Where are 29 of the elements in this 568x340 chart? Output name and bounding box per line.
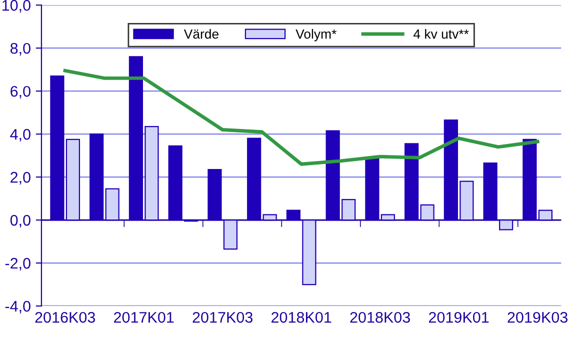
line-series: [63, 68, 540, 166]
bar: [105, 188, 120, 221]
bar: [380, 214, 395, 221]
legend-label: 4 kv utv**: [413, 29, 469, 39]
bar: [262, 214, 277, 221]
bar: [365, 157, 380, 221]
y-tick-label: 0,0: [10, 214, 30, 228]
bar: [404, 143, 419, 221]
y-tick-label: 8,0: [10, 42, 30, 56]
x-tick-label: 2018K01: [272, 312, 332, 323]
x-tick-label: 2018K03: [350, 312, 410, 323]
y-tick-label: -2,0: [5, 258, 30, 271]
y-tick-label: 2,0: [10, 172, 30, 185]
legend-label: Värde: [184, 29, 218, 39]
y-tick-label: 4,0: [10, 128, 30, 142]
x-tick-label: 2017K03: [192, 312, 252, 323]
x-tick-label: 2019K01: [429, 312, 489, 323]
bar: [247, 138, 262, 221]
bar: [538, 210, 552, 221]
x-tick-label: 2016K03: [35, 312, 96, 323]
y-tick-label: -4,0: [5, 300, 30, 314]
x-tick-label: 2017K01: [114, 312, 174, 323]
bar: [90, 134, 104, 221]
y-tick-label: 6,0: [10, 86, 30, 99]
x-tick-label: 2019K03: [508, 312, 568, 323]
legend-label: Volym*: [296, 29, 336, 42]
bar: [420, 204, 434, 221]
bar: [522, 138, 537, 221]
y-tick-label: 10,0: [2, 0, 30, 13]
